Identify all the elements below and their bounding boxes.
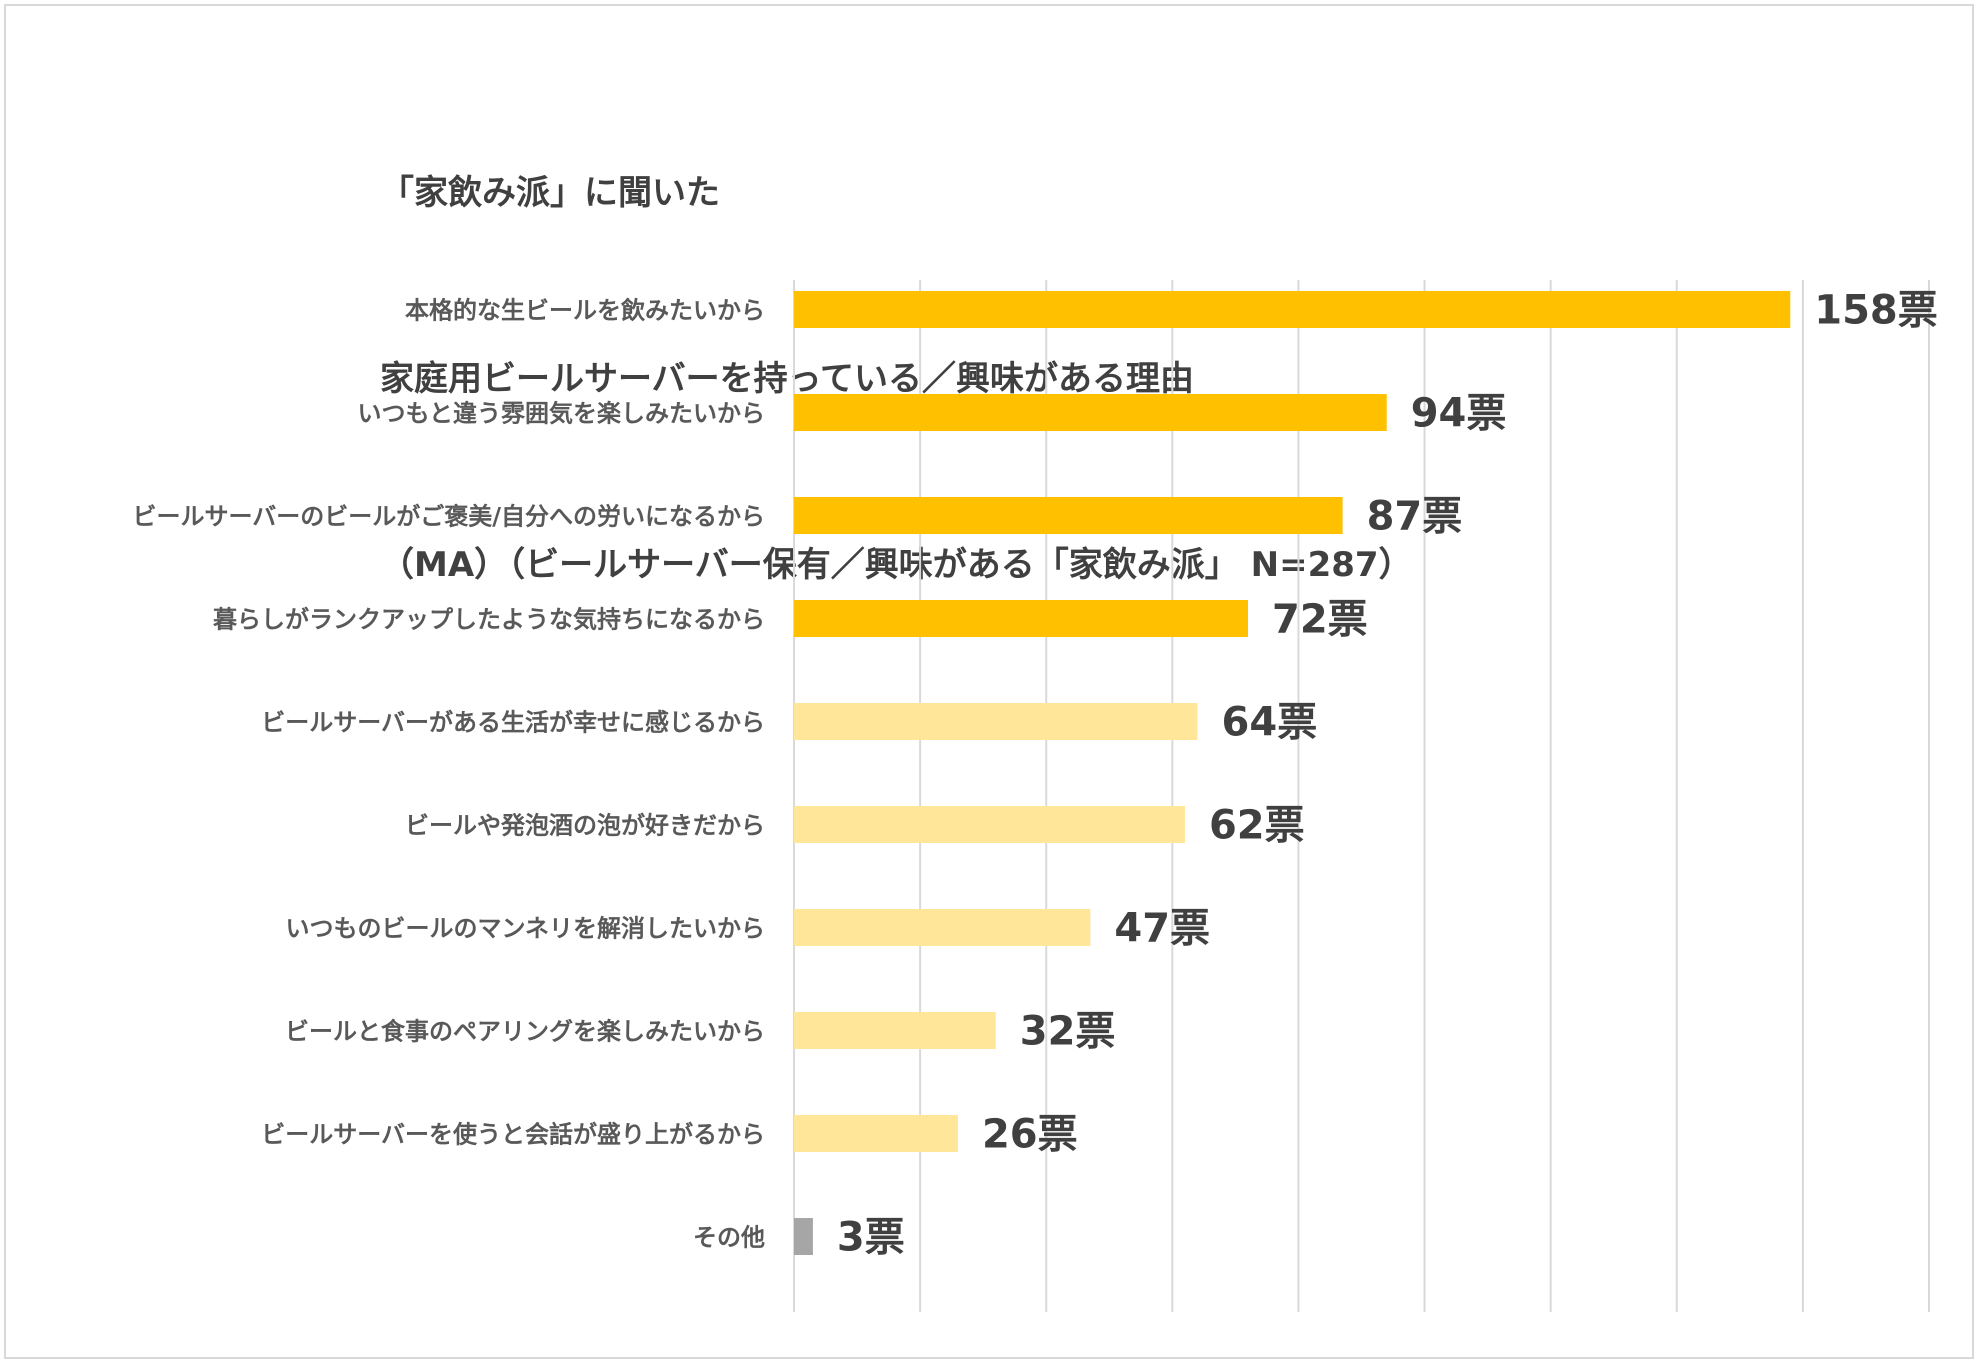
bar-9 [794,1115,958,1152]
bar-8 [794,1012,996,1049]
category-label-5: ビールサーバーがある生活が幸せに感じるから [261,709,765,737]
value-label-3: 87票 [1367,494,1463,540]
value-label-4: 72票 [1272,597,1368,643]
bar-3 [794,497,1343,534]
value-label-9: 26票 [982,1112,1078,1158]
chart-frame [4,4,1974,1359]
value-label-5: 64票 [1222,700,1318,746]
value-label-8: 32票 [1020,1009,1116,1055]
bar-2 [794,394,1387,431]
value-label-7: 47票 [1114,906,1210,952]
gridlines [793,280,1930,1312]
value-label-1: 158票 [1814,288,1938,334]
bar-7 [794,909,1091,946]
category-label-6: ビールや発泡酒の泡が好きだから [405,812,765,840]
value-label-2: 94票 [1411,391,1507,437]
category-label-1: 本格的な生ビールを飲みたいから [405,297,765,325]
value-labels: 158票 94票 87票 72票 64票 62票 47票 32票 26票 3票 [837,288,1938,1261]
category-label-4: 暮らしがランクアップしたような気持ちになるから [213,606,765,634]
category-label-3: ビールサーバーのビールがご褒美/自分への労いになるから [132,503,765,531]
chart-title: 「家飲み派」に聞いた 家庭用ビールサーバーを持っている／興味がある理由 （MA）… [380,38,1413,658]
category-labels: 本格的な生ビールを飲みたいからいつもと違う雰囲気を楽しみたいからビールサーバーの… [132,297,765,1252]
bar-5 [794,703,1198,740]
title-line-3: （MA）（ビールサーバー保有／興味がある「家飲み派」 N=287） [380,545,1413,585]
value-label-10: 3票 [837,1215,905,1261]
value-label-6: 62票 [1209,803,1305,849]
category-label-2: いつもと違う雰囲気を楽しみたいから [357,400,765,428]
bar-6 [794,806,1185,843]
category-label-7: いつものビールのマンネリを解消したいから [285,915,765,943]
bar-10 [794,1218,813,1255]
title-line-2: 家庭用ビールサーバーを持っている／興味がある理由 [380,359,1194,399]
category-label-8: ビールと食事のペアリングを楽しみたいから [285,1018,765,1046]
title-line-1: 「家飲み派」に聞いた [380,173,720,213]
bar-1 [794,291,1791,328]
category-label-10: その他 [693,1224,765,1252]
bar-4 [794,600,1248,637]
bars [794,291,1791,1255]
category-label-9: ビールサーバーを使うと会話が盛り上がるから [261,1121,765,1149]
